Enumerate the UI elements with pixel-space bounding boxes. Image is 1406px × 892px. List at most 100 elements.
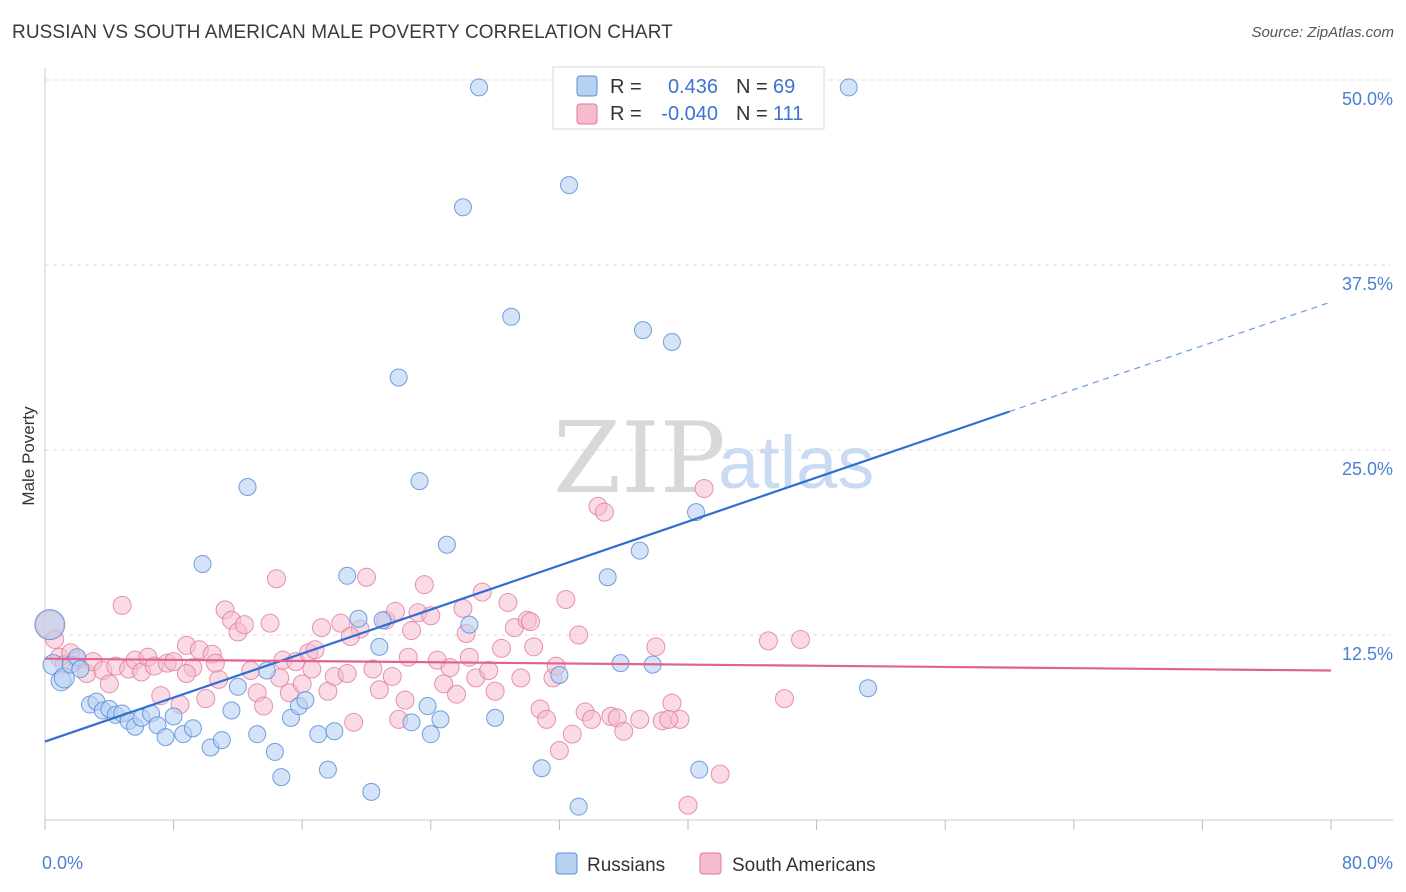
south-american-point [774,689,794,709]
legend-swatch-russians [576,75,598,97]
legend-r-value-1: 0.436 [668,76,718,98]
south-american-point [196,689,216,709]
south-american-point [485,681,505,701]
russians-trend-extension [1009,301,1332,413]
legend-r-label-1: R = [610,76,642,98]
russian-point [248,725,267,744]
watermark-atlas: atlas [718,421,874,504]
russian-point [296,691,315,710]
russian-point [212,731,231,750]
south-americans-points [35,478,811,815]
chart-title: RUSSIAN VS SOUTH AMERICAN MALE POVERTY C… [12,22,673,43]
south-american-point [537,709,557,729]
bottom-legend-south-americans: South Americans [732,855,876,876]
russian-point [486,708,505,727]
south-american-point [791,629,811,649]
south-american-point [234,615,254,635]
russian-point [370,637,389,656]
russian-point [272,768,291,787]
bottom-swatch-russians [555,852,578,875]
south-americans-trend-line [44,657,1332,672]
south-american-point [498,592,518,612]
south-american-point [582,709,602,729]
south-american-point [266,569,286,589]
russian-point [662,332,681,351]
series-legend: Russians South Americans [555,852,876,876]
russian-point [550,665,569,684]
south-american-point [710,764,730,784]
russian-point [431,710,450,729]
south-american-point [337,663,357,683]
russian-point [71,660,90,679]
russian-point [690,760,709,779]
y-axis-label: Male Poverty [19,406,38,506]
legend-n-value-1: 69 [773,76,795,98]
russian-point [338,566,357,585]
south-american-point [382,666,402,686]
y-tick-label-1: 25.0% [1342,459,1393,479]
south-american-point [662,693,682,713]
x-tick-label-0: 0.0% [42,853,83,873]
south-american-point [694,478,714,498]
south-american-point [524,637,544,657]
south-american-point [99,674,119,694]
south-american-point [331,613,351,633]
south-american-point [646,637,666,657]
russian-point [362,782,381,801]
russian-point [633,321,652,340]
russian-point [560,176,579,195]
russian-point [569,797,588,816]
south-american-point [562,724,582,744]
russian-point [460,615,479,634]
south-american-point [453,598,473,618]
y-tick-label-0: 12.5% [1342,644,1393,664]
russian-point [309,725,328,744]
south-american-point [112,595,132,615]
trend-lines [44,301,1332,743]
russian-point [418,697,437,716]
south-american-point [302,659,322,679]
russian-point [470,78,489,97]
russian-point [410,472,429,491]
legend-swatch-south-americans [576,103,598,125]
south-american-point [254,696,274,716]
south-american-point [556,589,576,609]
russian-point [156,728,175,747]
russians-trend-line [44,410,1010,743]
y-tick-label-2: 37.5% [1342,274,1393,294]
south-american-point [434,674,454,694]
south-american-point [569,625,589,645]
south-american-point [614,721,634,741]
russian-point [183,719,202,738]
south-american-point [479,661,499,681]
watermark-zip: ZIP [553,402,726,516]
south-american-point [492,638,512,658]
russian-point [453,198,472,217]
x-tick-label-1: 80.0% [1342,853,1393,873]
legend-n-label-2: N = [736,103,768,125]
russian-point [402,713,421,732]
legend-n-label-1: N = [736,76,768,98]
russian-point [421,725,440,744]
russian-point [164,707,183,726]
legend-r-value-2: -0.040 [661,103,718,125]
russian-point [265,742,284,761]
south-american-point [594,502,614,522]
south-american-point [659,709,679,729]
south-american-point [398,647,418,667]
russian-point [839,78,858,97]
russian-point [859,679,878,698]
legend-box [552,66,825,130]
russian-point [532,759,551,778]
south-american-point [369,680,389,700]
russian-point [325,722,344,741]
south-american-point [520,612,540,632]
south-american-point [758,631,778,651]
south-american-point [363,659,383,679]
south-american-point [205,653,225,673]
bottom-swatch-south-americans [699,852,722,875]
legend-r-label-2: R = [610,103,642,125]
russian-point [349,609,368,628]
bottom-legend-russians: Russians [587,855,665,876]
